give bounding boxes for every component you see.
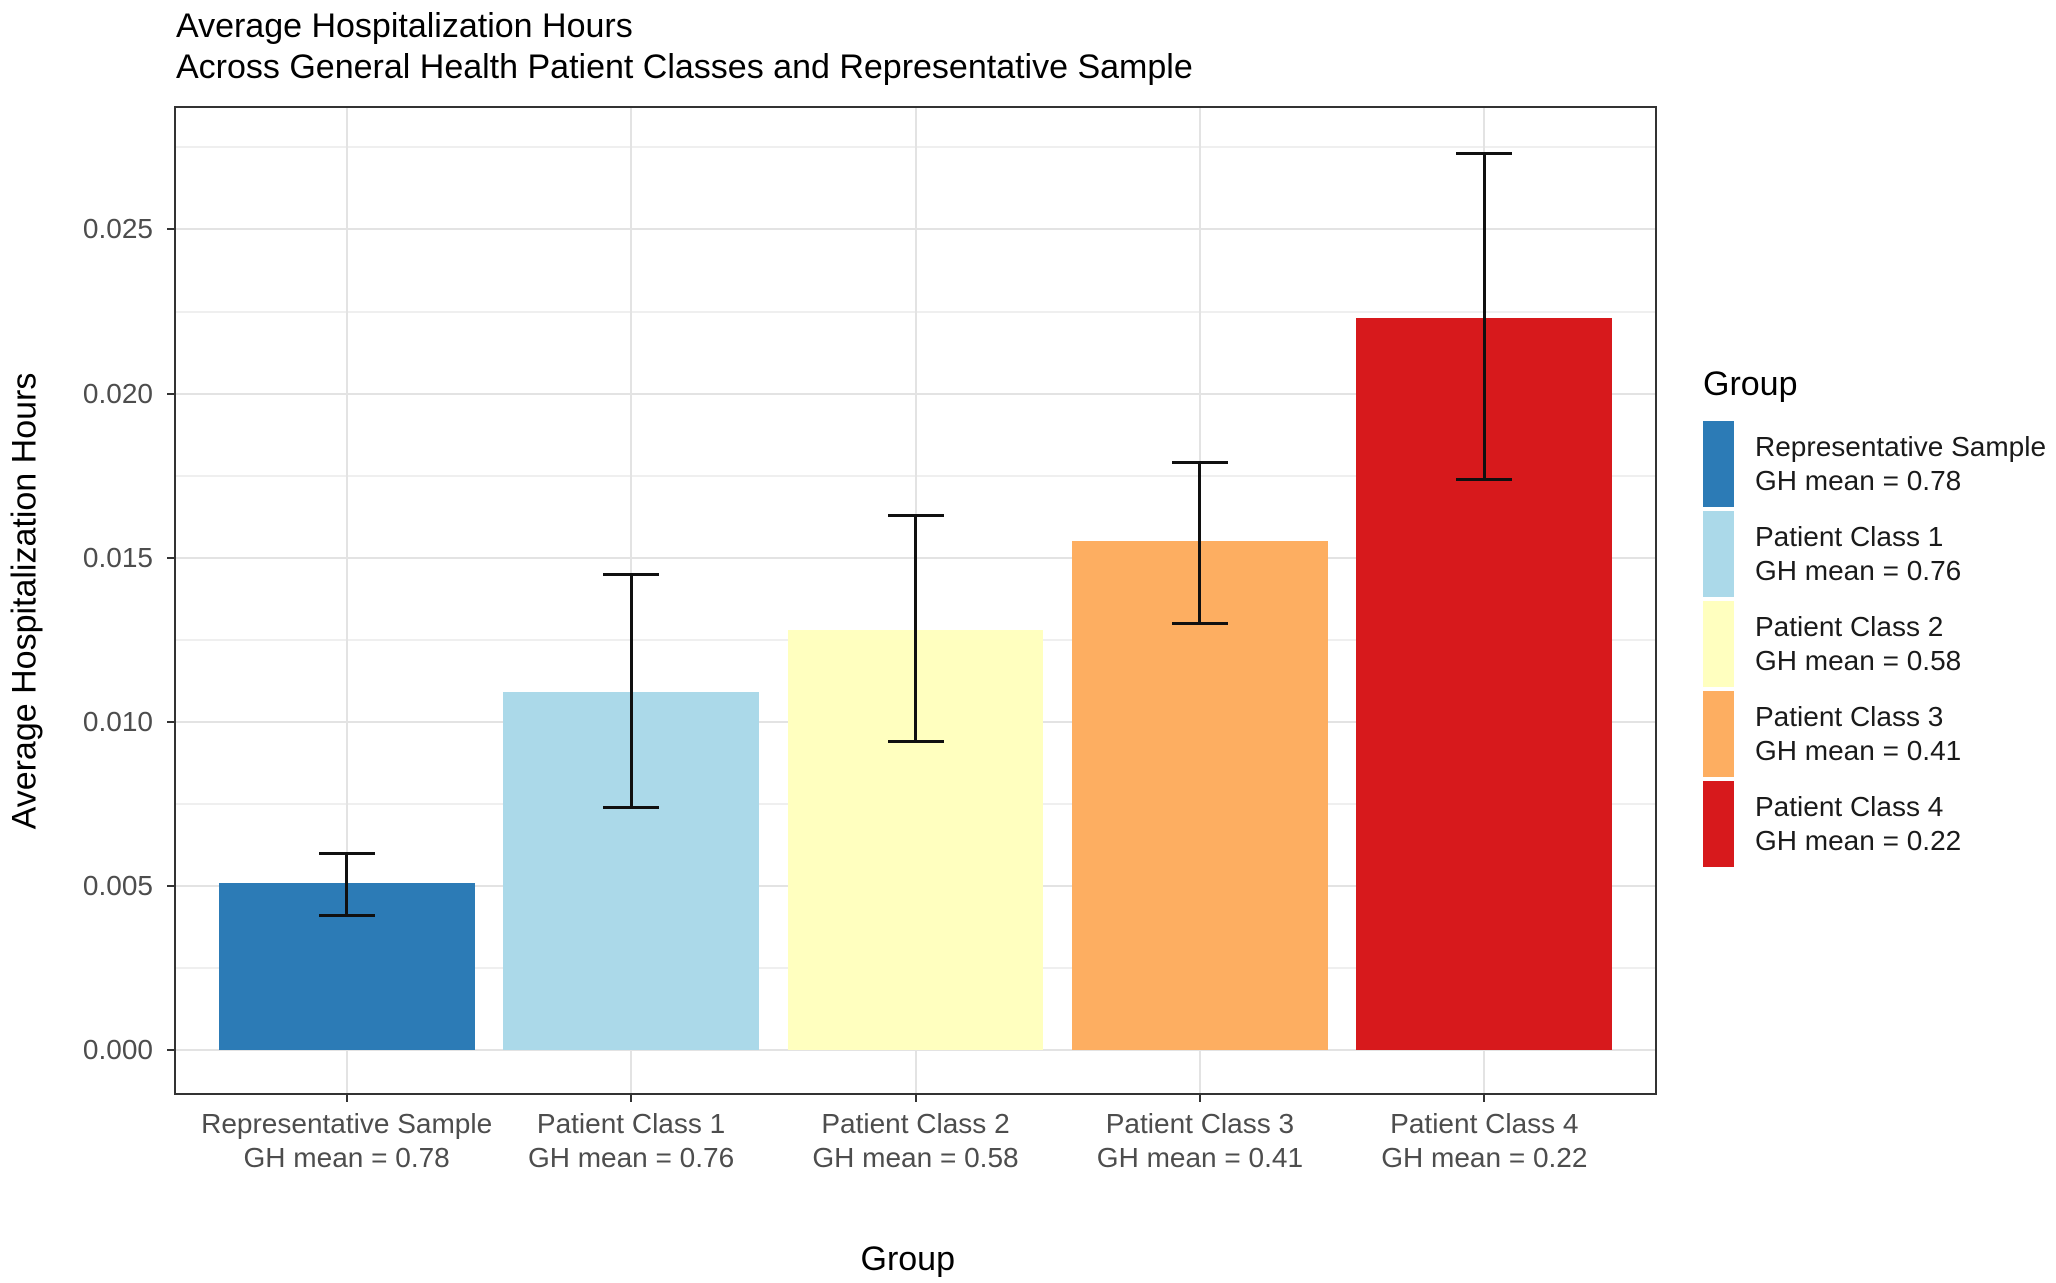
error-bar-patient-class-1-cap-bottom (603, 805, 660, 809)
legend-key-patient-class-2 (1703, 601, 1734, 687)
x-axis-tick (914, 1093, 917, 1102)
x-tick-label: Patient Class 4 GH mean = 0.22 (1294, 1107, 1674, 1175)
legend-key-patient-class-3 (1703, 691, 1734, 777)
legend-label-line2: GH mean = 0.22 (1755, 825, 1962, 856)
error-bar-patient-class-4-cap-bottom (1456, 477, 1513, 481)
bar-patient-class-3 (1071, 541, 1328, 1051)
y-tick-label: 0.000 (82, 1034, 153, 1066)
error-bar-patient-class-1-cap-top (603, 572, 660, 576)
legend-entry-label: Patient Class 2 GH mean = 0.58 (1755, 610, 1961, 678)
y-axis-tick (167, 885, 176, 888)
y-axis-tick (167, 1049, 176, 1052)
y-tick-label: 0.005 (82, 870, 153, 902)
x-axis-tick (1198, 1093, 1201, 1102)
error-bar-patient-class-2-cap-top (887, 513, 944, 517)
error-bar-patient-class-4-cap-top (1456, 152, 1513, 156)
x-axis-tick (1483, 1093, 1486, 1102)
y-tick-label: 0.015 (82, 541, 153, 573)
error-bar-patient-class-1 (629, 574, 633, 808)
x-axis-tick (630, 1093, 633, 1102)
legend-entry-label: Representative Sample GH mean = 0.78 (1755, 430, 2046, 498)
legend-key-patient-class-4 (1703, 781, 1734, 867)
x-tick-label-line2: GH mean = 0.78 (243, 1142, 450, 1173)
error-bar-patient-class-3 (1198, 462, 1202, 624)
x-tick-label-line2: GH mean = 0.76 (527, 1142, 735, 1173)
x-axis-tick (345, 1093, 348, 1102)
x-tick-label: Patient Class 1 GH mean = 0.76 (441, 1107, 821, 1175)
y-tick-label: 0.020 (82, 377, 153, 409)
chart-title-line1: Average Hospitalization Hours (176, 7, 633, 45)
error-bar-representative-sample-cap-top (318, 851, 375, 855)
legend-key-patient-class-1 (1703, 511, 1734, 597)
x-axis-title: Group (860, 1240, 956, 1278)
legend-label-line2: GH mean = 0.76 (1755, 555, 1962, 586)
x-tick-label: Patient Class 3 GH mean = 0.41 (1010, 1107, 1390, 1175)
legend-entry-label: Patient Class 3 GH mean = 0.41 (1755, 700, 1961, 768)
legend-label-line1: Patient Class 2 (1755, 611, 1944, 642)
error-bar-patient-class-2 (914, 515, 917, 742)
legend-key-representative-sample (1703, 421, 1734, 507)
y-tick-label: 0.025 (82, 213, 153, 245)
legend-label-line2: GH mean = 0.58 (1755, 645, 1962, 676)
error-bar-representative-sample-cap-bottom (318, 914, 375, 918)
chart-title-line2: Across General Health Patient Classes an… (176, 48, 1193, 86)
x-tick-label: Patient Class 2 GH mean = 0.58 (726, 1107, 1106, 1175)
y-axis-tick (167, 392, 176, 395)
legend-label-line1: Patient Class 3 (1755, 701, 1944, 732)
x-tick-label: Representative Sample GH mean = 0.78 (157, 1107, 537, 1175)
y-axis-tick (167, 556, 176, 559)
x-tick-label-line2: GH mean = 0.22 (1381, 1142, 1588, 1173)
legend-label-line2: GH mean = 0.78 (1755, 465, 1962, 496)
x-tick-label-line2: GH mean = 0.41 (1096, 1142, 1304, 1173)
error-bar-patient-class-3-cap-top (1171, 461, 1228, 465)
y-tick-label: 0.010 (82, 705, 153, 737)
y-axis-tick (167, 228, 176, 231)
legend-label-line1: Patient Class 1 (1755, 521, 1944, 552)
error-bar-patient-class-2-cap-bottom (887, 740, 944, 744)
x-tick-label-line1: Representative Sample (201, 1108, 493, 1139)
error-bar-patient-class-3-cap-bottom (1171, 621, 1228, 625)
error-bar-patient-class-4 (1482, 153, 1486, 479)
error-bar-representative-sample (345, 853, 349, 916)
legend-title: Group (1703, 365, 1798, 403)
x-tick-label-line2: GH mean = 0.58 (812, 1142, 1019, 1173)
legend-label-line1: Patient Class 4 (1755, 791, 1944, 822)
y-axis-tick (167, 720, 176, 723)
legend-label-line1: Representative Sample (1755, 431, 2047, 462)
gridline-vertical-x (345, 108, 348, 1093)
x-tick-label-line1: Patient Class 4 (1390, 1108, 1579, 1139)
x-tick-label-line1: Patient Class 2 (821, 1108, 1010, 1139)
y-axis-title: Average Hospitalization Hours (5, 372, 44, 829)
x-tick-label-line1: Patient Class 3 (1105, 1108, 1295, 1139)
legend-label-line2: GH mean = 0.41 (1755, 735, 1962, 766)
x-tick-label-line1: Patient Class 1 (536, 1108, 726, 1139)
legend-entry-label: Patient Class 1 GH mean = 0.76 (1755, 520, 1961, 588)
legend-entry-label: Patient Class 4 GH mean = 0.22 (1755, 790, 1961, 858)
